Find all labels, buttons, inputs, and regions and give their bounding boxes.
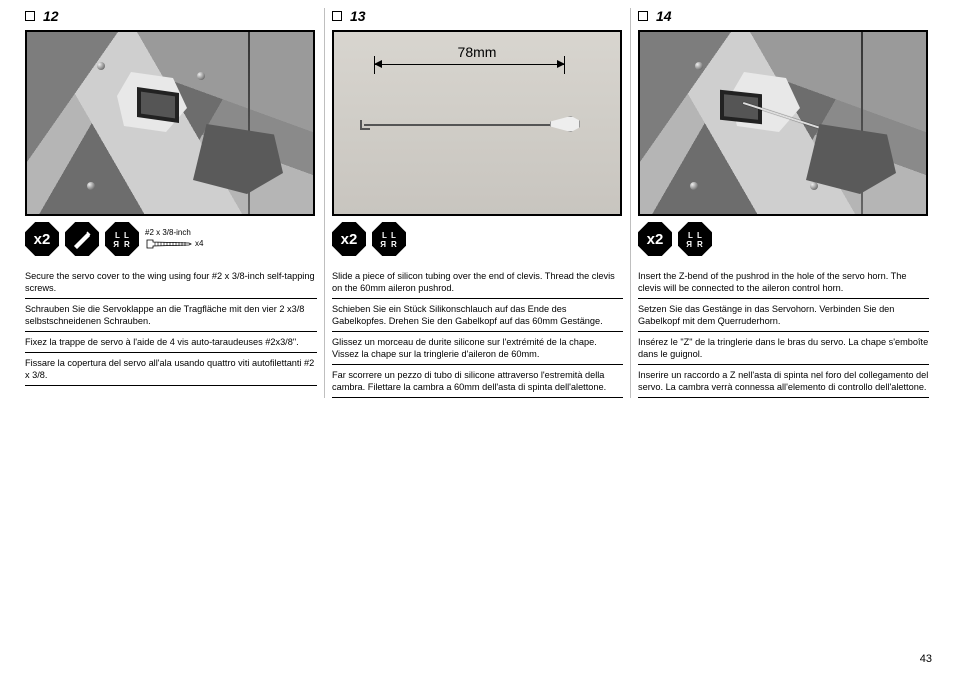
screw-icon: x4: [145, 238, 203, 250]
svg-text:L: L: [391, 231, 396, 240]
svg-text:R: R: [380, 240, 386, 249]
screw-qty: x4: [195, 239, 203, 249]
step-header: 13: [332, 8, 623, 24]
step-photo: [638, 30, 928, 216]
screw-size: #2 x 3/8-inch: [145, 228, 191, 238]
svg-text:L: L: [124, 231, 129, 240]
mirror-icon: LLRR: [372, 222, 406, 256]
instr-de: Schieben Sie ein Stück Silikonschlauch a…: [332, 299, 623, 332]
instr-en: Slide a piece of silicon tubing over the…: [332, 266, 623, 299]
qty-label: x2: [34, 231, 51, 248]
instruction-block: Slide a piece of silicon tubing over the…: [332, 266, 623, 398]
svg-text:R: R: [686, 240, 692, 249]
mirror-icon: LLRR: [105, 222, 139, 256]
step-number: 12: [43, 8, 59, 24]
page-number: 43: [920, 653, 932, 665]
step-photo: [25, 30, 315, 216]
icon-row: x2 LLRR: [332, 222, 623, 256]
checkbox-icon: [638, 11, 648, 21]
step-photo: 78mm: [332, 30, 622, 216]
step-12: 12 x2 LLRR #2 x 3/8-inch: [18, 8, 324, 398]
svg-text:R: R: [113, 240, 119, 249]
svg-text:R: R: [697, 240, 703, 249]
qty-label: x2: [647, 231, 664, 248]
step-13: 13 78mm x2 LLRR Slide a piece of silicon…: [324, 8, 630, 398]
step-number: 14: [656, 8, 672, 24]
step-header: 12: [25, 8, 317, 24]
instr-fr: Fixez la trappe de servo à l'aide de 4 v…: [25, 332, 317, 353]
instr-it: Far scorrere un pezzo di tubo di silicon…: [332, 365, 623, 398]
screwdriver-icon: [65, 222, 99, 256]
instr-en: Insert the Z-bend of the pushrod in the …: [638, 266, 929, 299]
step-header: 14: [638, 8, 929, 24]
instr-en: Secure the servo cover to the wing using…: [25, 266, 317, 299]
svg-text:L: L: [697, 231, 702, 240]
instr-de: Setzen Sie das Gestänge in das Servohorn…: [638, 299, 929, 332]
instr-fr: Insérez le "Z" de la tringlerie dans le …: [638, 332, 929, 365]
icon-row: x2 LLRR: [638, 222, 929, 256]
step-number: 13: [350, 8, 366, 24]
icon-row: x2 LLRR #2 x 3/8-inch x4: [25, 222, 317, 256]
svg-text:R: R: [124, 240, 130, 249]
qty-icon: x2: [332, 222, 366, 256]
instruction-block: Insert the Z-bend of the pushrod in the …: [638, 266, 929, 398]
instr-fr: Glissez un morceau de durite silicone su…: [332, 332, 623, 365]
screw-spec: #2 x 3/8-inch x4: [145, 228, 203, 250]
svg-text:R: R: [391, 240, 397, 249]
svg-text:L: L: [382, 231, 387, 240]
checkbox-icon: [25, 11, 35, 21]
qty-icon: x2: [25, 222, 59, 256]
instr-de: Schrauben Sie die Servoklappe an die Tra…: [25, 299, 317, 332]
instruction-block: Secure the servo cover to the wing using…: [25, 266, 317, 386]
instr-it: Fissare la copertura del servo all'ala u…: [25, 353, 317, 386]
step-columns: 12 x2 LLRR #2 x 3/8-inch: [18, 0, 936, 398]
instr-it: Inserire un raccordo a Z nell'asta di sp…: [638, 365, 929, 398]
svg-text:L: L: [688, 231, 693, 240]
qty-icon: x2: [638, 222, 672, 256]
step-14: 14 x2 LLRR Insert the Z-bend of the push…: [630, 8, 936, 398]
checkbox-icon: [332, 11, 342, 21]
qty-label: x2: [341, 231, 358, 248]
mirror-icon: LLRR: [678, 222, 712, 256]
svg-text:L: L: [115, 231, 120, 240]
dimension-label: 78mm: [334, 44, 620, 60]
